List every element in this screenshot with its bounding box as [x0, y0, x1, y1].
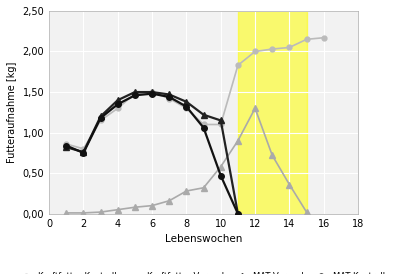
Kraftfutter Kontrolle	[98, 119, 103, 122]
MAT Kontrolle	[201, 126, 206, 129]
Kraftfutter Kontrolle	[218, 123, 223, 126]
Kraftfutter Kontrolle	[253, 50, 258, 53]
Line: Kraftfutter Kontrolle: Kraftfutter Kontrolle	[64, 35, 326, 151]
Kraftfutter Versuch	[115, 208, 120, 211]
MAT Kontrolle	[167, 95, 172, 99]
Bar	[238, 11, 306, 214]
Line: MAT Versuch: MAT Versuch	[63, 89, 241, 217]
MAT Versuch	[167, 93, 172, 96]
MAT Versuch	[115, 99, 120, 102]
Kraftfutter Versuch	[304, 210, 309, 214]
Line: Kraftfutter Versuch: Kraftfutter Versuch	[64, 105, 309, 216]
MAT Versuch	[236, 212, 240, 215]
Kraftfutter Kontrolle	[64, 142, 69, 145]
Kraftfutter Kontrolle	[81, 147, 86, 150]
Kraftfutter Kontrolle	[304, 38, 309, 41]
X-axis label: Lebenswochen: Lebenswochen	[165, 234, 242, 244]
MAT Kontrolle	[132, 94, 137, 97]
MAT Kontrolle	[115, 102, 120, 106]
Kraftfutter Versuch	[98, 210, 103, 214]
Kraftfutter Versuch	[132, 206, 137, 209]
Y-axis label: Futteraufnahme [kg]: Futteraufnahme [kg]	[7, 62, 17, 163]
Legend: Kraftfutter Kontrolle, Kraftfutter Versuch, MAT Versuch, MAT Kontrolle: Kraftfutter Kontrolle, Kraftfutter Versu…	[14, 269, 394, 274]
MAT Versuch	[64, 145, 69, 149]
Kraftfutter Versuch	[150, 204, 154, 207]
MAT Versuch	[150, 90, 154, 94]
MAT Kontrolle	[218, 174, 223, 177]
MAT Versuch	[98, 115, 103, 118]
MAT Versuch	[218, 119, 223, 122]
Kraftfutter Versuch	[287, 183, 292, 186]
Kraftfutter Kontrolle	[115, 107, 120, 110]
MAT Versuch	[201, 113, 206, 116]
Kraftfutter Versuch	[270, 154, 275, 157]
Kraftfutter Versuch	[236, 139, 240, 142]
Kraftfutter Kontrolle	[184, 107, 189, 110]
Kraftfutter Versuch	[64, 211, 69, 215]
Kraftfutter Kontrolle	[167, 97, 172, 100]
Kraftfutter Versuch	[184, 189, 189, 193]
MAT Kontrolle	[81, 151, 86, 155]
Kraftfutter Versuch	[218, 165, 223, 168]
Kraftfutter Versuch	[253, 107, 258, 110]
MAT Kontrolle	[150, 92, 154, 95]
MAT Versuch	[184, 100, 189, 103]
Kraftfutter Kontrolle	[132, 92, 137, 95]
Kraftfutter Kontrolle	[270, 47, 275, 51]
MAT Kontrolle	[98, 116, 103, 120]
MAT Versuch	[81, 150, 86, 154]
Kraftfutter Versuch	[201, 186, 206, 189]
Kraftfutter Kontrolle	[150, 90, 154, 94]
Kraftfutter Versuch	[81, 211, 86, 215]
MAT Kontrolle	[64, 144, 69, 147]
Kraftfutter Kontrolle	[321, 36, 326, 39]
Line: MAT Kontrolle: MAT Kontrolle	[64, 91, 241, 216]
MAT Kontrolle	[236, 212, 240, 215]
Kraftfutter Kontrolle	[201, 123, 206, 126]
Kraftfutter Kontrolle	[236, 64, 240, 67]
MAT Kontrolle	[184, 105, 189, 108]
Kraftfutter Kontrolle	[287, 46, 292, 49]
MAT Versuch	[132, 90, 137, 94]
Kraftfutter Versuch	[167, 199, 172, 202]
